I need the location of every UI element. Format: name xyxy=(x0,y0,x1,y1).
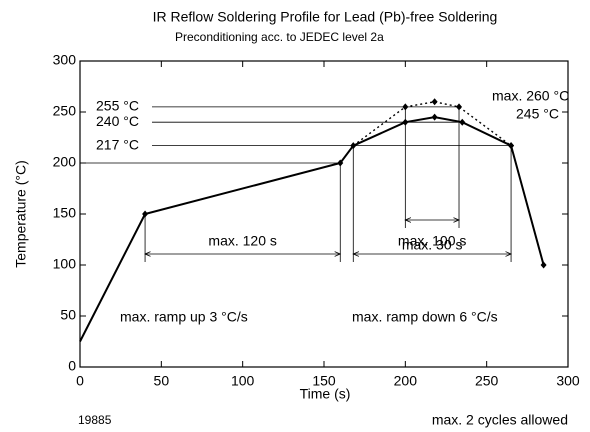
point-marker xyxy=(431,98,438,106)
point-marker xyxy=(431,113,438,121)
point-marker xyxy=(142,210,149,218)
x-tick-label: 50 xyxy=(154,373,170,389)
x-tick-label: 100 xyxy=(231,373,255,389)
y-tick-label: 250 xyxy=(53,103,77,119)
x-tick-label: 0 xyxy=(76,373,84,389)
span-label: max. 100 s xyxy=(398,233,466,249)
chart-title: IR Reflow Soldering Profile for Lead (Pb… xyxy=(153,9,498,25)
point-marker xyxy=(402,103,409,111)
x-axis-label: Time (s) xyxy=(300,386,351,402)
span-label: max. 120 s xyxy=(208,233,276,249)
y-tick-label: 100 xyxy=(53,256,77,272)
y-axis-label: Temperature (°C) xyxy=(13,160,29,268)
point-marker xyxy=(402,118,409,126)
point-marker xyxy=(456,103,463,111)
point-marker xyxy=(337,159,344,167)
profile-line xyxy=(352,101,512,147)
annotation: max. ramp down 6 °C/s xyxy=(352,309,498,325)
x-tick-label: 300 xyxy=(556,373,580,389)
reference-label: 217 °C xyxy=(96,136,139,152)
span-label: max. 30 s xyxy=(402,237,463,253)
y-tick-label: 50 xyxy=(60,307,76,323)
reference-label: 240 °C xyxy=(96,113,139,129)
y-tick-label: 200 xyxy=(53,154,77,170)
y-tick-label: 0 xyxy=(68,358,76,374)
annotation: max. 2 cycles allowed xyxy=(432,412,568,428)
figure-number: 19885 xyxy=(78,413,112,427)
point-marker xyxy=(459,118,466,126)
x-tick-label: 200 xyxy=(394,373,418,389)
reference-label: 255 °C xyxy=(96,98,139,114)
point-marker xyxy=(508,142,515,150)
annotation: 245 °C xyxy=(516,106,559,122)
x-tick-label: 150 xyxy=(312,373,336,389)
annotation: max. 260 °C xyxy=(492,88,569,104)
chart-subtitle: Preconditioning acc. to JEDEC level 2a xyxy=(175,30,384,44)
annotation: max. ramp up 3 °C/s xyxy=(120,309,248,325)
point-marker xyxy=(540,261,547,269)
x-tick-label: 250 xyxy=(475,373,499,389)
y-tick-label: 300 xyxy=(53,52,77,68)
y-tick-label: 150 xyxy=(53,205,77,221)
